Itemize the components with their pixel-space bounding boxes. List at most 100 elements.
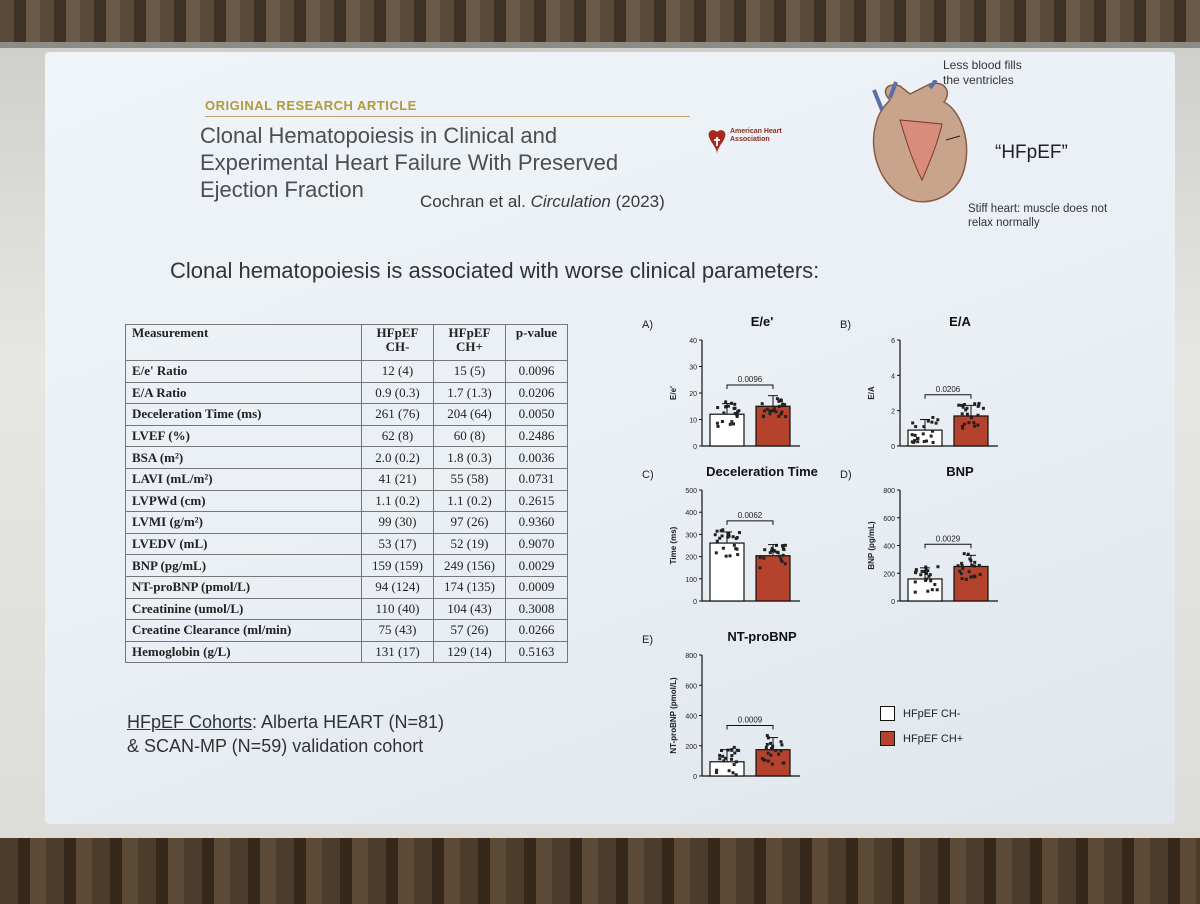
data-point	[924, 439, 928, 443]
table-row: Deceleration Time (ms) 261 (76) 204 (64) 0.…	[125, 403, 568, 426]
data-point	[973, 564, 977, 568]
data-point	[727, 532, 731, 536]
ch-minus-cell: 0.9 (0.3)	[361, 381, 434, 405]
header-ch-plus: HFpEF CH+	[433, 324, 506, 361]
table-row: E/e' Ratio 12 (4) 15 (5) 0.0096	[125, 360, 568, 383]
data-point	[765, 407, 769, 411]
data-point	[780, 560, 784, 564]
data-point	[719, 529, 723, 533]
y-tick-label: 200	[685, 744, 697, 751]
data-point	[784, 415, 788, 419]
data-point	[715, 768, 719, 772]
chart-panel-e: E) NT-proBNP NT-proBNP (pmol/L) 0 200 400 600 8…	[640, 625, 840, 790]
pvalue-cell: 0.0266	[505, 619, 568, 642]
ch-minus-cell: 110 (40)	[361, 597, 434, 621]
bar	[709, 413, 745, 447]
measurement-cell: Hemoglobin (g/L)	[125, 640, 362, 664]
table-row: LVEDV (mL) 53 (17) 52 (19) 0.9070	[125, 532, 568, 556]
data-point	[913, 571, 917, 575]
data-point	[977, 563, 981, 567]
data-point	[781, 553, 785, 557]
data-point	[770, 409, 774, 413]
data-point	[936, 565, 940, 569]
pvalue-cell: 0.3008	[505, 597, 568, 621]
data-point	[930, 420, 934, 424]
data-point	[733, 402, 737, 406]
y-tick-label: 600	[883, 516, 895, 523]
data-point	[734, 760, 738, 764]
measurement-cell: LAVI (mL/m²)	[125, 467, 362, 491]
measurement-cell: LVPWd (cm)	[125, 489, 362, 513]
y-tick-label: 2	[891, 409, 895, 416]
data-point	[926, 419, 930, 423]
data-point	[769, 753, 773, 757]
data-point	[732, 745, 736, 749]
data-point	[981, 406, 985, 410]
header-ch-minus: HFpEF CH-	[361, 324, 434, 361]
data-point	[978, 572, 982, 576]
ch-minus-cell: 131 (17)	[361, 640, 434, 664]
data-point	[959, 572, 963, 576]
data-point	[718, 536, 722, 540]
data-point	[724, 404, 728, 408]
data-point	[965, 412, 969, 416]
y-tick-label: 200	[685, 555, 697, 562]
pvalue-cell: 0.0036	[505, 446, 568, 469]
data-point	[929, 579, 933, 583]
data-point	[720, 420, 724, 424]
bar	[755, 405, 791, 447]
panel-letter: E)	[642, 634, 653, 646]
chart-panel-a: A) E/e' E/e' 0 10 20 30 40 0.0096	[640, 310, 840, 460]
bottom-curtain	[0, 838, 1200, 904]
y-tick-label: 30	[689, 365, 697, 372]
data-point	[782, 548, 786, 552]
data-point	[768, 551, 772, 555]
y-axis-label: NT-proBNP (pmol/L)	[669, 677, 678, 754]
y-tick-label: 800	[685, 653, 697, 660]
data-point	[924, 567, 928, 571]
data-point	[715, 421, 719, 425]
cohorts-underlined: HFpEF Cohorts	[127, 712, 253, 732]
data-point	[960, 403, 964, 407]
data-point	[760, 402, 764, 406]
chart-title: E/A	[949, 314, 971, 329]
measurement-table: Measurement HFpEF CH- HFpEF CH+ p-value …	[125, 324, 568, 664]
data-point	[775, 397, 779, 401]
data-point	[928, 573, 932, 577]
y-axis-label: E/A	[867, 386, 876, 400]
data-point	[960, 561, 964, 565]
data-point	[774, 748, 778, 752]
ch-plus-cell: 129 (14)	[433, 640, 506, 664]
measurement-cell: BSA (m²)	[125, 446, 362, 469]
data-point	[964, 577, 968, 581]
data-point	[770, 546, 774, 550]
p-value-label: 0.0009	[738, 715, 763, 724]
chart-title: Deceleration Time	[706, 464, 818, 479]
table-row: LAVI (mL/m²) 41 (21) 55 (58) 0.0731	[125, 467, 568, 491]
ch-minus-cell: 75 (43)	[361, 619, 434, 642]
data-point	[960, 577, 964, 581]
significance-bracket	[726, 384, 774, 390]
data-point	[721, 754, 725, 758]
data-point	[737, 531, 741, 535]
data-point	[730, 420, 734, 424]
y-tick-label: 0	[693, 774, 697, 781]
data-point	[968, 557, 972, 561]
data-point	[779, 398, 783, 402]
data-point	[768, 409, 772, 413]
table-row: Hemoglobin (g/L) 131 (17) 129 (14) 0.5163	[125, 640, 568, 664]
data-point	[728, 422, 732, 426]
data-point	[713, 533, 717, 537]
data-point	[913, 580, 917, 584]
heart-note-bottom: Stiff heart: muscle does not relax norma…	[968, 203, 1108, 229]
legend-swatch	[880, 706, 895, 721]
y-tick-label: 0	[891, 599, 895, 606]
ch-minus-cell: 99 (30)	[361, 511, 434, 534]
data-point	[735, 413, 739, 417]
data-point	[916, 436, 920, 440]
data-point	[961, 566, 965, 570]
data-point	[967, 421, 971, 425]
significance-bracket	[924, 394, 972, 399]
data-point	[961, 405, 965, 409]
pvalue-cell: 0.9360	[505, 511, 568, 534]
